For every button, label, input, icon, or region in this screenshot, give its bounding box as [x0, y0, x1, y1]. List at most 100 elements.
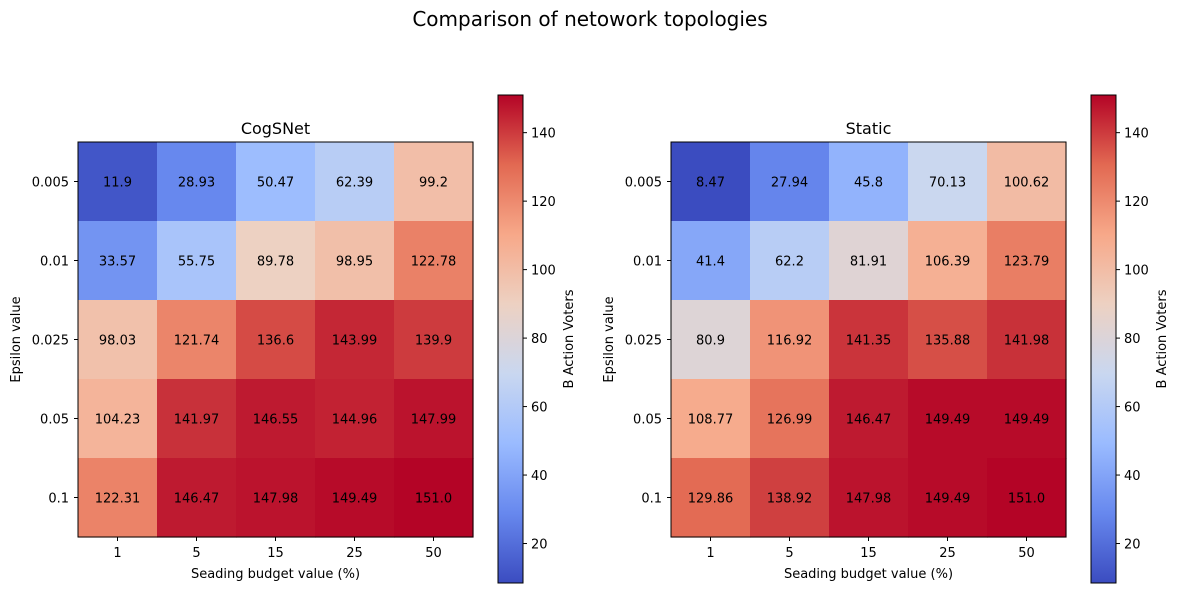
cell-value-label: 106.39 — [925, 255, 971, 270]
cell-value-label: 149.49 — [925, 492, 971, 507]
cell-value-label: 122.78 — [411, 255, 457, 270]
heatmap-cell — [394, 379, 474, 459]
cell-value-label: 121.74 — [174, 334, 220, 349]
heatmap-cell — [236, 379, 316, 459]
cell-value-label: 141.97 — [174, 413, 220, 428]
cell-value-label: 149.49 — [925, 413, 971, 428]
heatmap-cell — [671, 379, 751, 459]
colorbar-tick-label: 100 — [1124, 264, 1149, 279]
cell-value-label: 45.8 — [854, 176, 883, 191]
y-axis-label: Epsilon value — [602, 296, 617, 382]
x-axis-label: Seading budget value (%) — [191, 567, 360, 582]
y-tick-label: 0.025 — [32, 334, 69, 349]
heatmap-cell — [908, 142, 988, 222]
heatmap-cell — [78, 379, 158, 459]
cell-value-label: 70.13 — [929, 176, 966, 191]
cell-value-label: 50.47 — [257, 176, 294, 191]
heatmap-cell — [671, 300, 751, 380]
cell-value-label: 98.95 — [336, 255, 373, 270]
heatmap-cell — [157, 379, 237, 459]
x-tick-label: 25 — [346, 546, 363, 561]
y-tick-label: 0.01 — [40, 255, 69, 270]
heatmap-cell — [78, 458, 158, 538]
heatmap-cell — [671, 458, 751, 538]
cell-value-label: 149.49 — [332, 492, 378, 507]
colorbar-tick-label: 40 — [531, 469, 548, 484]
heatmap-cell — [908, 379, 988, 459]
heatmap-cell — [394, 458, 474, 538]
subplot-title: Static — [846, 119, 892, 138]
x-tick-label: 15 — [860, 546, 877, 561]
cell-value-label: 147.98 — [846, 492, 892, 507]
heatmap-cell — [671, 221, 751, 301]
colorbar-tick-label: 60 — [1124, 401, 1141, 416]
colorbar-tick-label: 140 — [1124, 127, 1149, 142]
subplot-title: CogSNet — [241, 119, 310, 138]
cell-value-label: 99.2 — [419, 176, 448, 191]
cell-value-label: 41.4 — [696, 255, 725, 270]
cell-value-label: 100.62 — [1004, 176, 1050, 191]
colorbar-tick-label: 120 — [531, 195, 556, 210]
heatmap-cell — [829, 300, 909, 380]
cell-value-label: 129.86 — [688, 492, 734, 507]
colorbar-label: B Action Voters — [1155, 289, 1170, 388]
cell-value-label: 123.79 — [1004, 255, 1050, 270]
heatmap-cell — [315, 300, 395, 380]
colorbar-tick-label: 100 — [531, 264, 556, 279]
cell-value-label: 104.23 — [95, 413, 141, 428]
colorbar-tick-label: 80 — [531, 332, 548, 347]
heatmap-cell — [829, 221, 909, 301]
heatmap-cell — [78, 221, 158, 301]
heatmap-cell — [987, 142, 1067, 222]
cell-value-label: 141.98 — [1004, 334, 1050, 349]
cell-value-label: 80.9 — [696, 334, 725, 349]
heatmap-cell — [236, 221, 316, 301]
heatmap-cell — [908, 300, 988, 380]
heatmap-cell — [671, 142, 751, 222]
y-axis-label: Epsilon value — [9, 296, 24, 382]
cell-value-label: 11.9 — [103, 176, 132, 191]
heatmap-cell — [236, 142, 316, 222]
figure-title: Comparison of netowork topologies — [412, 7, 767, 31]
heatmap-panel-1: 11.9 28.93 50.47 62.39 99.2 33.57 55.75 89.78 98… — [9, 94, 577, 584]
cell-value-label: 151.0 — [1008, 492, 1045, 507]
heatmap-cell — [236, 458, 316, 538]
cell-value-label: 146.47 — [846, 413, 892, 428]
heatmap-cell — [157, 300, 237, 380]
y-tick-label: 0.01 — [633, 255, 662, 270]
cell-value-label: 144.96 — [332, 413, 378, 428]
heatmap-cell — [157, 458, 237, 538]
heatmap-cell — [315, 221, 395, 301]
cell-value-label: 62.39 — [336, 176, 373, 191]
x-tick-label: 50 — [425, 546, 442, 561]
x-tick-label: 25 — [939, 546, 956, 561]
heatmap-cell — [987, 379, 1067, 459]
cell-value-label: 89.78 — [257, 255, 294, 270]
y-tick-label: 0.005 — [32, 176, 69, 191]
colorbar-tick-label: 120 — [1124, 195, 1149, 210]
x-axis-label: Seading budget value (%) — [784, 567, 953, 582]
colorbar — [497, 94, 524, 584]
heatmap-cell — [157, 221, 237, 301]
x-tick-label: 1 — [706, 546, 714, 561]
colorbar-tick-label: 20 — [531, 538, 548, 553]
y-tick-label: 0.05 — [633, 413, 662, 428]
heatmap-cell — [908, 221, 988, 301]
colorbar-tick-label: 40 — [1124, 469, 1141, 484]
y-tick-label: 0.025 — [625, 334, 662, 349]
heatmap-cell — [236, 300, 316, 380]
cell-value-label: 62.2 — [775, 255, 804, 270]
heatmap-cell — [315, 458, 395, 538]
cell-value-label: 108.77 — [688, 413, 734, 428]
cell-value-label: 122.31 — [95, 492, 141, 507]
heatmap-cell — [315, 142, 395, 222]
colorbar-tick-label: 140 — [531, 127, 556, 142]
cell-value-label: 146.55 — [253, 413, 299, 428]
cell-value-label: 27.94 — [771, 176, 808, 191]
heatmap-cell — [987, 300, 1067, 380]
heatmap-cell — [750, 142, 830, 222]
heatmap-cell — [78, 142, 158, 222]
heatmap-cell — [750, 379, 830, 459]
colorbar-tick-label: 20 — [1124, 538, 1141, 553]
cell-value-label: 143.99 — [332, 334, 378, 349]
